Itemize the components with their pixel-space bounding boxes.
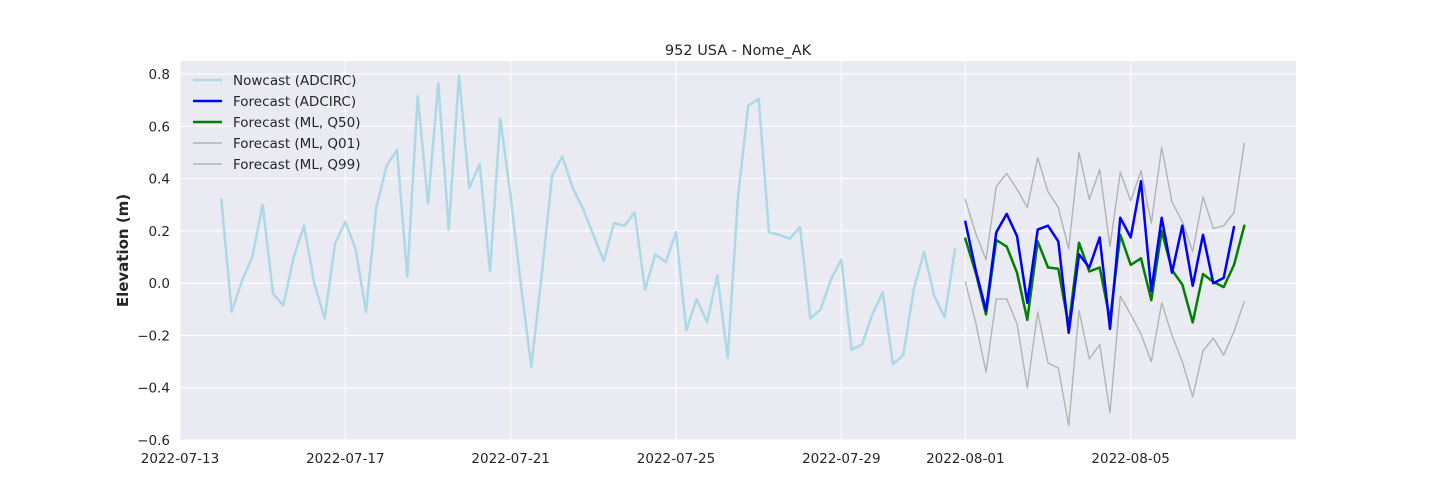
y-tick-label: 0.8 (149, 67, 170, 83)
x-tick-label: 2022-08-01 (926, 451, 1004, 467)
series-line-forecast-adcirc (964, 179, 1236, 335)
y-tick-label: 0.4 (149, 172, 170, 188)
legend: Nowcast (ADCIRC) Forecast (ADCIRC) Forecas… (193, 73, 361, 173)
grid-lines (179, 61, 1296, 441)
legend-label: Forecast (ML, Q50) (233, 115, 361, 131)
legend-label: Nowcast (ADCIRC) (233, 73, 356, 89)
y-tick-label: 0.0 (149, 276, 170, 292)
legend-label: Forecast (ML, Q01) (233, 136, 361, 152)
series-lines (220, 74, 1246, 427)
x-tick-label: 2022-08-05 (1091, 451, 1169, 467)
series-line-forecast-q01 (964, 281, 1246, 427)
x-tick-label: 2022-07-25 (637, 451, 715, 467)
x-tick-label: 2022-07-29 (802, 451, 880, 467)
legend-label: Forecast (ML, Q99) (233, 157, 361, 173)
y-tick-label: 0.2 (149, 224, 170, 240)
x-tick-label: 2022-07-13 (141, 451, 219, 467)
plot-area (180, 61, 1296, 440)
legend-label: Forecast (ADCIRC) (233, 94, 356, 110)
y-tick-label: 0.6 (149, 119, 170, 135)
series-line-nowcast (220, 74, 957, 369)
y-tick-label: −0.2 (137, 328, 170, 344)
tick-labels: 2022-07-13 2022-07-17 2022-07-21 2022-07-25… (137, 67, 1170, 467)
y-axis-label: Elevation (m) (114, 194, 132, 307)
chart-title: 952 USA - Nome_AK (665, 43, 812, 59)
series-line-forecast-q99 (964, 142, 1246, 261)
x-tick-label: 2022-07-21 (471, 451, 549, 467)
y-tick-label: −0.6 (137, 433, 170, 449)
y-tick-label: −0.4 (137, 381, 170, 397)
x-tick-label: 2022-07-17 (306, 451, 384, 467)
